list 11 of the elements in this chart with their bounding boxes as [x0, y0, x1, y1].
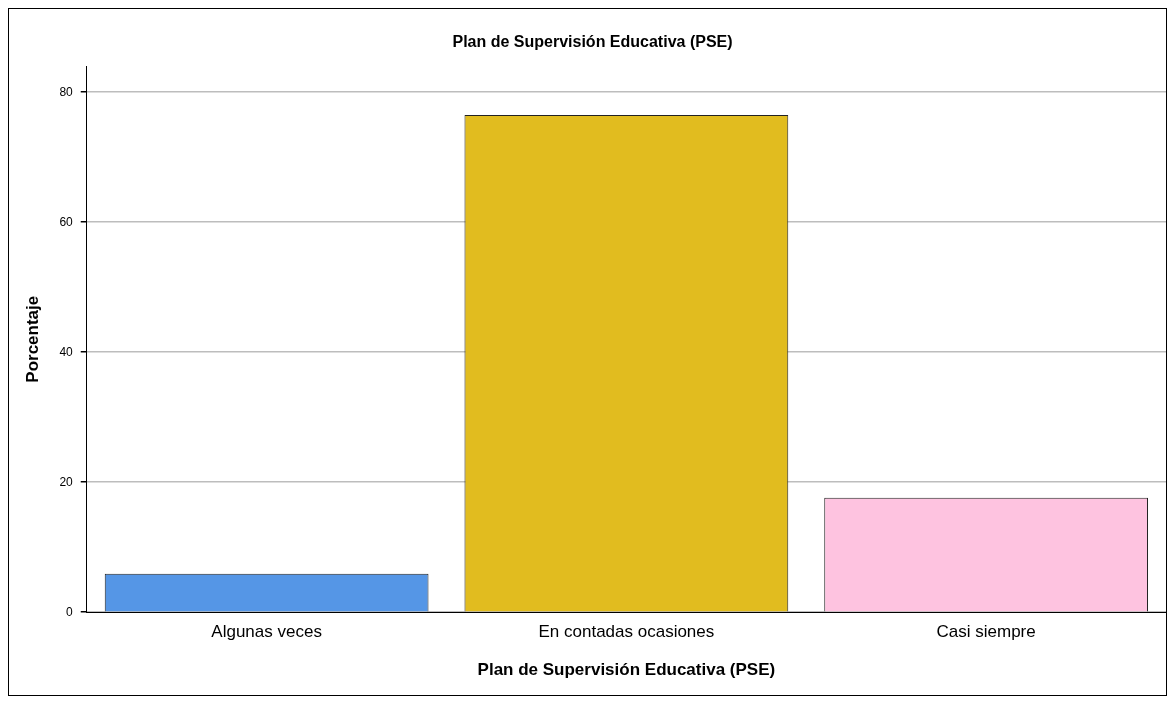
y-axis-title: Porcentaje: [22, 295, 42, 383]
y-tick-label: 40: [59, 344, 74, 359]
x-tick-label: En contadas ocasiones: [538, 622, 715, 642]
y-tick-label: 20: [59, 474, 74, 489]
x-tick-label: Algunas veces: [211, 622, 322, 642]
x-axis-title: Plan de Supervisión Educativa (PSE): [477, 660, 776, 680]
chart-title: Plan de Supervisión Educativa (PSE): [452, 33, 733, 51]
y-tick-label: 80: [59, 84, 74, 99]
y-tick-label: 0: [66, 604, 74, 619]
x-tick-label: Casi siempre: [936, 622, 1036, 642]
y-tick-label: 60: [59, 214, 74, 229]
